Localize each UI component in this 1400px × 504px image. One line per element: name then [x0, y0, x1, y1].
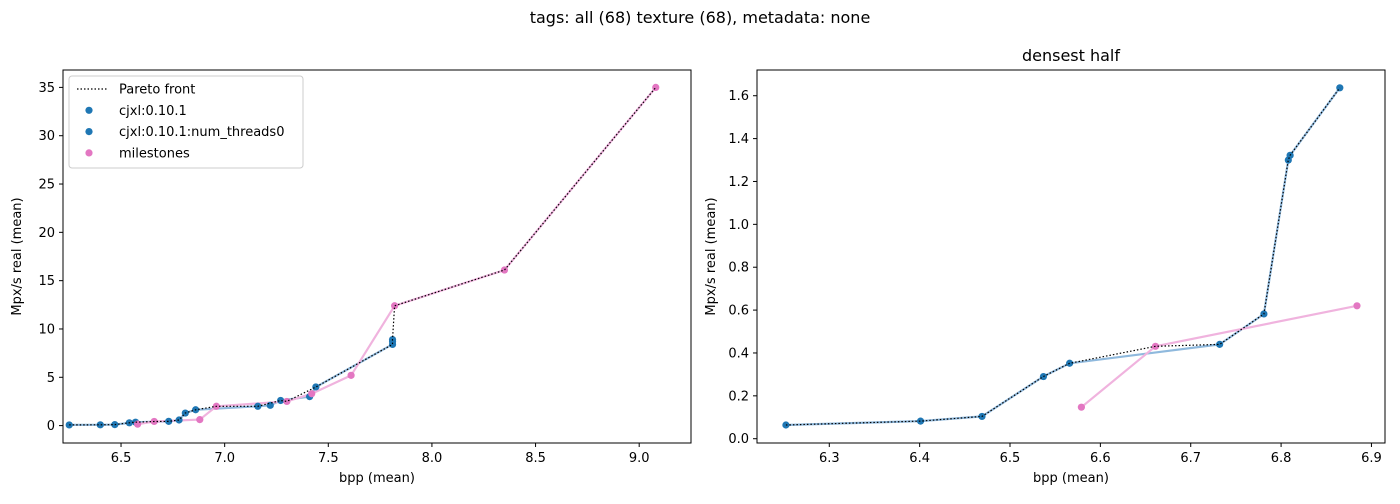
- x-tick-label: 6.9: [1361, 451, 1382, 466]
- x-tick-label: 6.6: [1090, 451, 1111, 466]
- legend-marker-cjxl: [85, 106, 93, 114]
- point-milestones: [347, 371, 355, 379]
- series-line-cjxl: [785, 87, 1341, 427]
- y-tick-label: 25: [38, 178, 55, 193]
- y-tick-label: 0.4: [728, 346, 749, 361]
- y-tick-label: 0.8: [728, 261, 749, 276]
- legend: Pareto front cjxl:0.10.1 cjxl:0.10.1:num_t…: [68, 75, 304, 169]
- x-tick-label: 6.8: [1271, 451, 1292, 466]
- point-cjxl: [165, 417, 173, 425]
- y-tick-label: 1.0: [728, 218, 749, 233]
- y-tick-label: 0: [47, 419, 55, 434]
- pareto-front-line: [785, 87, 1341, 426]
- y-tick-label: 5: [47, 371, 55, 386]
- y-axis-label: Mpx/s real (mean): [10, 197, 25, 315]
- y-tick-label: 10: [38, 322, 55, 337]
- y-tick-label: 15: [38, 274, 55, 289]
- chart-panel-left: 6.5 7.0 7.5 8.0 8.5 9.0 0 5 10 15 20 25 30 35 bpp (mea…: [10, 69, 692, 486]
- x-tick-label: 7.0: [214, 451, 235, 466]
- x-tick-label: 6.5: [1000, 451, 1021, 466]
- figure-suptitle: tags: all (68) texture (68), metadata: n…: [530, 8, 871, 27]
- plot-area: [782, 84, 1361, 429]
- y-tick-label: 20: [38, 226, 55, 241]
- y-tick-label: 1.2: [728, 175, 749, 190]
- x-axis-label: bpp (mean): [1033, 471, 1109, 486]
- point-milestones: [652, 83, 660, 91]
- point-cjxl: [916, 417, 925, 425]
- point-cjxl: [277, 396, 285, 405]
- y-axis-label: Mpx/s real (mean): [704, 197, 719, 315]
- axes-frame: [756, 69, 1386, 444]
- point-cjxl: [266, 401, 274, 409]
- chart-panel-right: 6.3 6.4 6.5 6.6 6.7 6.8 6.9 0.0 0.2 0.4 0.6 0.8 1.0 1…: [704, 46, 1386, 486]
- point-milestones: [1353, 302, 1361, 310]
- x-tick-label: 6.7: [1180, 451, 1201, 466]
- legend-entry: cjxl:0.10.1:num_threads0: [119, 125, 284, 140]
- x-tick-label: 8.5: [525, 451, 546, 466]
- x-tick-label: 6.4: [909, 451, 930, 466]
- point-cjxl: [96, 421, 104, 429]
- point-milestones: [196, 416, 204, 424]
- series-line-cjxl: [69, 339, 394, 426]
- point-milestones: [391, 302, 399, 310]
- point-cjxl: [312, 383, 320, 391]
- x-axis-label: bpp (mean): [339, 471, 415, 486]
- y-tick-label: 0.0: [728, 432, 749, 447]
- y-tick-label: 30: [38, 129, 55, 144]
- x-tick-label: 8.0: [422, 451, 443, 466]
- y-tick-label: 35: [38, 81, 55, 96]
- point-milestones: [500, 266, 509, 274]
- x-tick-label: 6.5: [111, 451, 132, 466]
- legend-entry: Pareto front: [119, 83, 195, 98]
- y-tick-label: 1.6: [728, 89, 749, 104]
- axes-frame: [62, 69, 692, 444]
- legend-marker-cjxl-threads: [85, 128, 93, 136]
- point-milestones: [1077, 403, 1085, 411]
- legend-box: [68, 75, 304, 169]
- legend-entry: milestones: [119, 146, 190, 161]
- point-cjxl: [175, 416, 183, 424]
- y-tick-label: 0.2: [728, 389, 749, 404]
- plot-area: [65, 83, 660, 429]
- chart-title: densest half: [1022, 46, 1120, 65]
- pareto-front-line: [69, 87, 657, 426]
- point-milestones: [283, 397, 291, 406]
- y-tick-label: 1.4: [728, 132, 749, 147]
- point-milestones: [308, 390, 316, 398]
- legend-entry: cjxl:0.10.1: [119, 104, 187, 119]
- legend-marker-milestones: [85, 149, 93, 157]
- y-tick-label: 0.6: [728, 304, 749, 319]
- x-tick-label: 6.3: [819, 451, 840, 466]
- x-tick-label: 7.5: [318, 451, 339, 466]
- x-tick-label: 9.0: [629, 451, 650, 466]
- point-cjxl: [1216, 340, 1224, 348]
